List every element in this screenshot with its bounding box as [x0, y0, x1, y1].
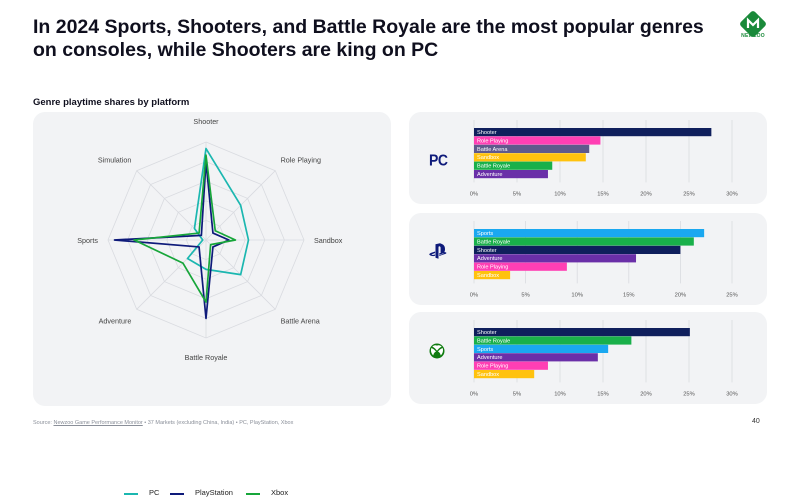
bar-tick-label: 10% [554, 391, 566, 397]
xbox-icon [429, 343, 445, 359]
bar-tick-label: 25% [683, 391, 695, 397]
bar-label-sandbox: Sandbox [477, 155, 499, 161]
radar-spoke [136, 239, 207, 310]
bar-label-role-playing: Role Playing [477, 364, 508, 370]
bar-label-sports: Sports [477, 347, 493, 353]
radar-axis-label-battle-royale: Battle Royale [185, 353, 228, 362]
bar-battle-arena [474, 144, 590, 153]
bar-adventure [474, 353, 598, 362]
bar-tick-label: 5% [513, 391, 521, 397]
bar-shooter [474, 245, 681, 254]
bar-adventure [474, 170, 548, 179]
bar-role-playing [474, 136, 601, 145]
radar-legend: PC PlayStation Xbox [33, 488, 391, 502]
page-title: In 2024 Sports, Shooters, and Battle Roy… [33, 16, 704, 61]
bar-tick-label: 25% [683, 191, 695, 197]
bar-panel-playstation: 0% 5% 10% 15% 20% 25% Sports Battle Royale Shoot… [409, 213, 767, 305]
bar-sandbox [474, 153, 586, 162]
legend-pc: PC [149, 488, 160, 497]
bar-tick-label: 20% [640, 391, 652, 397]
bar-sports [474, 344, 609, 353]
bar-tick-label: 30% [726, 391, 738, 397]
bar-label-shooter: Shooter [477, 330, 497, 336]
source-link[interactable]: Newzoo Game Performance Monitor [53, 420, 143, 426]
radar-axis-label-battle-arena: Battle Arena [281, 317, 320, 326]
bar-adventure [474, 254, 637, 263]
radar-axis-label-sandbox: Sandbox [314, 236, 343, 245]
source-suffix: • 37 Markets (excluding China, India) • … [142, 420, 294, 426]
logo-text: NEWZOO [741, 33, 765, 39]
bar-label-battle-royale: Battle Royale [477, 164, 510, 170]
bar-tick-label: 15% [597, 191, 609, 197]
bar-tick-label: 5% [521, 292, 529, 298]
source-note: Source: Newzoo Game Performance Monitor … [33, 420, 293, 426]
radar-axis-label-simulation: Simulation [98, 155, 132, 164]
bar-role-playing [474, 361, 548, 370]
radar-series-xbox [133, 154, 237, 303]
bar-battle-royale [474, 336, 632, 345]
logo-icon [740, 11, 766, 37]
legend-line-xbox [246, 493, 260, 495]
legend-line-pc [124, 493, 138, 495]
bar-tick-label: 5% [513, 191, 521, 197]
xbox-bar-chart: 0% 5% 10% 15% 20% 25% 30% Shooter Battle Royale S… [470, 320, 738, 397]
bar-label-battle-royale: Battle Royale [477, 338, 510, 344]
bar-tick-label: 20% [640, 191, 652, 197]
bar-label-shooter: Shooter [477, 130, 497, 136]
bar-panel-xbox: 0% 5% 10% 15% 20% 25% 30% Shooter Battle Royale S… [409, 312, 767, 404]
bar-tick-label: 15% [597, 391, 609, 397]
bar-label-battle-arena: Battle Arena [477, 147, 508, 153]
bar-tick-label: 0% [470, 292, 478, 298]
bar-tick-label: 0% [470, 191, 478, 197]
radar-series-pc [186, 147, 250, 276]
radar-axis-label-role-playing: Role Playing [281, 155, 321, 164]
source-prefix: Source: [33, 420, 54, 426]
bar-label-sports: Sports [477, 231, 493, 237]
radar-axis-label-sports: Sports [77, 236, 98, 245]
playstation-bar-chart: 0% 5% 10% 15% 20% 25% Sports Battle Royale Shoot… [470, 221, 738, 298]
bar-label-shooter: Shooter [477, 248, 497, 254]
bar-label-role-playing: Role Playing [477, 265, 508, 271]
newzoo-logo [740, 11, 766, 37]
radar-series-playstation [113, 160, 230, 320]
bar-label-sandbox: Sandbox [477, 372, 499, 378]
bar-tick-label: 10% [554, 191, 566, 197]
bar-label-adventure: Adventure [477, 172, 503, 178]
legend-xbox: Xbox [271, 488, 289, 497]
chart-subtitle: Genre playtime shares by platform [33, 97, 190, 108]
bar-tick-label: 30% [726, 191, 738, 197]
bar-label-battle-royale: Battle Royale [477, 239, 510, 245]
radar-axis-label-adventure: Adventure [99, 317, 132, 326]
legend-playstation: PlayStation [195, 488, 233, 497]
radar-panel: Shooter Role Playing Sandbox Battle Arena Ba… [33, 112, 391, 497]
bar-panel-pc: PC 0% 5% 10% 15% 20% 25% 30% Shooter Role Playin… [409, 112, 767, 204]
bar-battle-royale [474, 161, 553, 170]
bar-tick-label: 20% [675, 292, 687, 298]
radar-axis-label-shooter: Shooter [193, 117, 219, 126]
bar-role-playing [474, 262, 567, 271]
bar-tick-label: 10% [571, 292, 583, 298]
bar-shooter [474, 328, 690, 337]
bar-sports [474, 229, 705, 238]
pc-bar-chart: 0% 5% 10% 15% 20% 25% 30% Shooter Role Playing Ba… [470, 120, 738, 197]
page-number: 40 [752, 418, 760, 425]
bar-label-sandbox: Sandbox [477, 273, 499, 279]
radar-chart: Shooter Role Playing Sandbox Battle Arena Ba… [77, 117, 343, 362]
playstation-icon [429, 243, 447, 259]
bar-tick-label: 0% [470, 391, 478, 397]
bar-label-adventure: Adventure [477, 355, 503, 361]
bar-sandbox [474, 271, 511, 280]
bar-label-adventure: Adventure [477, 256, 503, 262]
bar-battle-royale [474, 237, 694, 246]
pc-platform-icon: PC [429, 151, 448, 169]
bar-label-role-playing: Role Playing [477, 138, 508, 144]
bar-shooter [474, 128, 712, 137]
bar-sandbox [474, 370, 535, 379]
bar-tick-label: 25% [726, 292, 738, 298]
legend-line-playstation [170, 493, 184, 495]
bar-tick-label: 15% [623, 292, 635, 298]
